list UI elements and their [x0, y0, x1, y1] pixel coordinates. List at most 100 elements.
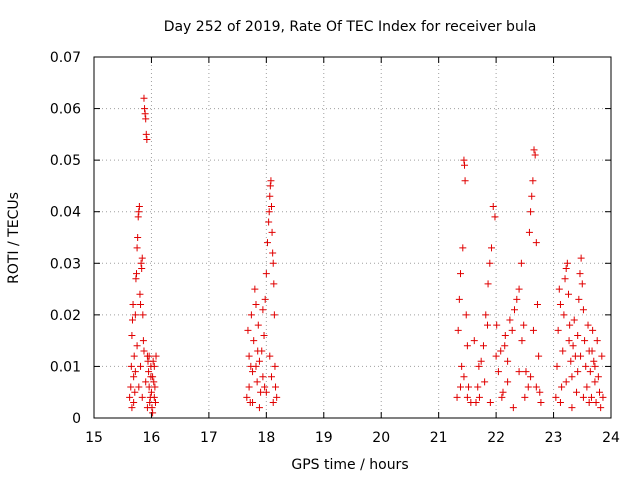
chart-title: Day 252 of 2019, Rate Of TEC Index for r… — [164, 19, 537, 35]
data-point — [520, 321, 528, 329]
data-point — [598, 352, 606, 360]
data-point — [488, 244, 496, 252]
data-point — [518, 337, 526, 345]
data-point — [575, 295, 583, 303]
data-point — [515, 368, 523, 376]
data-point — [454, 326, 462, 334]
data-point — [509, 404, 517, 412]
data-point — [579, 393, 587, 401]
data-point — [252, 301, 260, 309]
data-point — [151, 383, 159, 391]
data-point — [133, 270, 141, 278]
data-point — [498, 393, 506, 401]
x-tick-label: 20 — [372, 430, 390, 446]
data-point — [143, 136, 151, 144]
y-tick-label: 0.05 — [50, 153, 81, 169]
data-points — [126, 94, 607, 417]
data-point — [137, 362, 145, 370]
data-point — [251, 285, 259, 293]
data-point — [145, 352, 153, 360]
y-tick-label: 0.07 — [50, 50, 81, 66]
data-point — [131, 311, 139, 319]
data-point — [477, 357, 485, 365]
data-point — [562, 378, 570, 386]
data-point — [591, 362, 599, 370]
data-point — [597, 404, 605, 412]
data-point — [482, 311, 490, 319]
data-point — [130, 373, 138, 381]
data-point — [455, 295, 463, 303]
data-point — [253, 378, 261, 386]
data-point — [491, 213, 499, 221]
data-point — [521, 393, 529, 401]
data-point — [456, 270, 464, 278]
data-point — [555, 285, 563, 293]
data-point — [140, 347, 148, 355]
data-point — [525, 228, 533, 236]
data-point — [145, 368, 153, 376]
data-point — [522, 368, 530, 376]
data-point — [506, 316, 514, 324]
data-point — [556, 301, 564, 309]
data-point — [255, 404, 263, 412]
data-point — [535, 352, 543, 360]
data-point — [587, 393, 595, 401]
data-point — [261, 295, 269, 303]
grid — [94, 57, 611, 418]
data-point — [566, 321, 574, 329]
data-point — [137, 301, 145, 309]
data-point — [245, 383, 253, 391]
data-point — [458, 362, 466, 370]
data-point — [128, 404, 136, 412]
data-point — [474, 383, 482, 391]
y-axis-label: ROTI / TECUs — [6, 192, 22, 284]
data-point — [134, 234, 142, 241]
data-point — [149, 409, 157, 417]
data-point — [138, 264, 146, 272]
data-point — [463, 342, 471, 350]
data-point — [599, 393, 607, 401]
data-point — [527, 373, 535, 381]
y-tick-label: 0.04 — [50, 205, 81, 221]
data-point — [461, 177, 469, 185]
data-point — [127, 362, 135, 370]
data-point — [244, 326, 252, 334]
data-point — [562, 264, 570, 272]
data-point — [559, 347, 567, 355]
data-point — [568, 404, 576, 412]
data-point — [460, 156, 468, 164]
data-point — [590, 357, 598, 365]
data-point — [266, 192, 274, 200]
data-point — [504, 357, 512, 365]
data-point — [537, 399, 545, 407]
data-point — [484, 280, 492, 288]
x-axis-label: GPS time / hours — [291, 457, 408, 473]
data-point — [128, 316, 136, 324]
data-point — [524, 383, 532, 391]
data-point — [271, 362, 279, 370]
data-point — [553, 362, 561, 370]
data-point — [133, 244, 141, 252]
data-point — [508, 326, 516, 334]
data-point — [569, 342, 577, 350]
data-point — [481, 378, 489, 386]
data-point — [561, 275, 569, 283]
data-point — [582, 362, 590, 370]
data-point — [141, 110, 149, 118]
data-point — [254, 321, 262, 329]
data-point — [138, 254, 146, 262]
y-tick-label: 0 — [72, 411, 81, 427]
data-point — [568, 373, 576, 381]
data-point — [270, 311, 278, 319]
data-point — [483, 321, 491, 329]
data-point — [129, 301, 137, 309]
data-point — [574, 368, 582, 376]
data-point — [475, 362, 483, 370]
y-tick-label: 0.06 — [50, 102, 81, 118]
data-point — [527, 208, 535, 216]
data-point — [565, 337, 573, 345]
data-point — [131, 388, 139, 396]
data-point — [475, 393, 483, 401]
axis-ticks: 15 16 17 18 19 20 21 22 23 24 0 0.01 0.02 0.03 0.04 0.0… — [50, 50, 620, 446]
data-point — [269, 249, 277, 257]
